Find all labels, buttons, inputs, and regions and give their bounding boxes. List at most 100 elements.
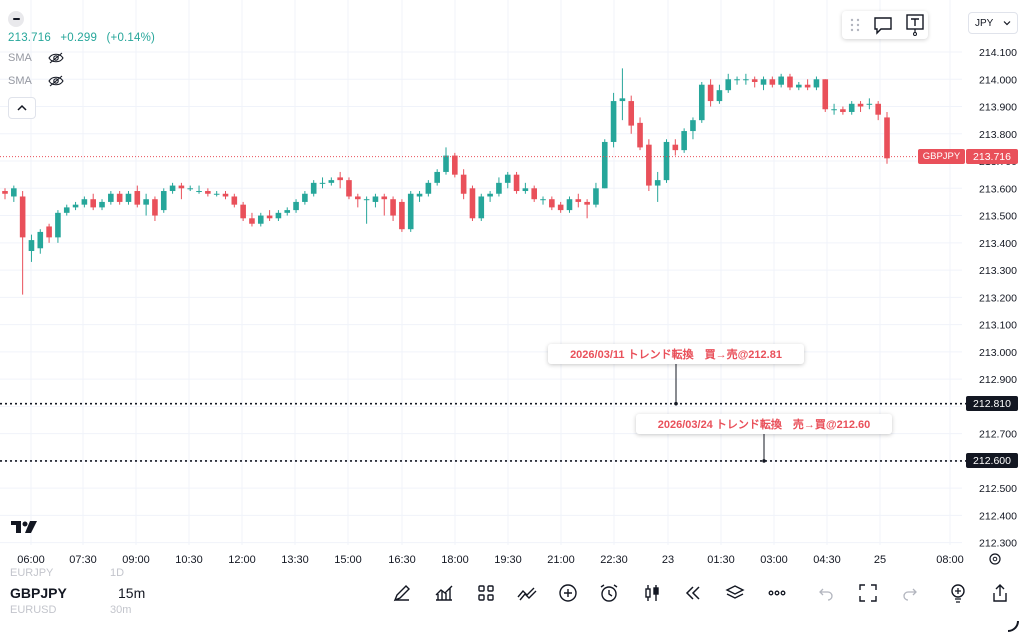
trend-note[interactable]: 2026/03/24 トレンド転換 売→買@212.60 (636, 414, 892, 434)
indicator-label: SMA (8, 75, 32, 87)
time-tick-label: 09:00 (122, 554, 150, 566)
time-tick-label: 23 (662, 554, 674, 566)
candle-body (610, 101, 617, 142)
axis-settings-icon (992, 556, 998, 562)
compare-icon[interactable] (516, 582, 538, 604)
replay-icon[interactable] (682, 582, 704, 604)
bottom-toolbar: EURJPY 1D GBPJPY 15m EURUSD 30m (0, 567, 1024, 637)
more-icon[interactable] (766, 582, 788, 604)
candle-body (293, 201, 299, 211)
pen-icon[interactable] (391, 582, 413, 604)
tradingview-logo (11, 521, 37, 533)
price-line-tag[interactable]: 212.600 (966, 453, 1018, 468)
alarm-icon[interactable] (598, 582, 620, 604)
price-tick-label: 213.500 (979, 211, 1017, 223)
time-tick-label: 01:30 (707, 554, 735, 566)
eye-off-icon[interactable] (48, 52, 64, 64)
indicator-row-1[interactable]: SMA (8, 52, 64, 64)
candle-body (672, 144, 679, 151)
candle-body (19, 196, 26, 238)
candle-body (840, 109, 846, 112)
quote-change-pct: (+0.14%) (106, 32, 156, 44)
time-tick-label: 12:00 (228, 554, 256, 566)
candle-body (875, 103, 881, 115)
price-axis[interactable]: 214.100214.000213.900213.800213.700213.6… (979, 47, 1017, 550)
candle-body (99, 201, 105, 208)
plus-circle-icon[interactable] (557, 582, 579, 604)
price-tick-label: 213.100 (979, 320, 1017, 332)
indicator-label: SMA (8, 52, 32, 64)
drag-handle-icon[interactable] (848, 16, 862, 34)
candle-body (425, 182, 432, 194)
candle-body (663, 141, 670, 181)
redo-icon[interactable] (899, 582, 921, 604)
quote-price: 213.716 (8, 32, 51, 44)
candle-body (760, 79, 767, 85)
candle-body (231, 196, 238, 205)
symbol-status-button[interactable] (8, 11, 24, 27)
price-tick-label: 212.900 (979, 374, 1017, 386)
collapse-legend-button[interactable] (8, 97, 36, 119)
resize-corner-icon[interactable] (1006, 619, 1020, 633)
eye-off-icon[interactable] (48, 75, 64, 87)
candle-body (187, 188, 194, 190)
indicators-icon[interactable] (433, 582, 455, 604)
trend-note[interactable]: 2026/03/11 トレンド転換 買→売@212.81 (548, 344, 804, 364)
time-tick-label: 10:30 (175, 554, 203, 566)
price-tick-label: 213.600 (979, 183, 1017, 195)
price-tick-label: 214.100 (979, 47, 1017, 59)
templates-icon[interactable] (475, 582, 497, 604)
price-tick-label: 212.700 (979, 429, 1017, 441)
symbol-list-item[interactable]: EURUSD 30m (10, 604, 140, 616)
comment-icon[interactable] (872, 14, 894, 36)
current-symbol[interactable]: GBPJPY 15m (10, 585, 150, 601)
candle-body (487, 193, 493, 197)
time-tick-label: 18:00 (441, 554, 469, 566)
candle-body (143, 199, 149, 205)
candle-body (249, 218, 255, 224)
candle-body (601, 141, 608, 189)
fullscreen-icon[interactable] (857, 582, 879, 604)
candle-body (257, 215, 264, 224)
candle-body (734, 79, 740, 81)
axis-settings-icon[interactable] (989, 553, 1001, 565)
candle-body (557, 204, 564, 211)
candle-body (575, 199, 582, 202)
price-chart[interactable]: 214.100214.000213.900213.800213.700213.6… (0, 0, 1024, 570)
bulb-icon[interactable] (947, 582, 969, 604)
candle-body (416, 193, 423, 197)
layers-icon[interactable] (724, 582, 746, 604)
indicator-row-2[interactable]: SMA (8, 75, 64, 87)
candle-body (619, 98, 626, 102)
time-tick-label: 19:30 (494, 554, 522, 566)
symbol-list-item[interactable]: EURJPY 1D (10, 567, 140, 579)
candle-body (866, 103, 873, 105)
text-note-icon[interactable] (904, 13, 926, 37)
time-tick-label: 22:30 (600, 554, 628, 566)
time-tick-label: 08:00 (936, 554, 964, 566)
candle-body (125, 193, 132, 202)
candle-body (522, 188, 529, 192)
undo-icon[interactable] (815, 582, 837, 604)
candle-body (275, 212, 282, 219)
candle-body (240, 204, 246, 219)
candle-body (178, 185, 185, 189)
candle-body (134, 191, 141, 205)
time-axis[interactable]: 06:00 07:30 09:00 10:30 12:00 13:30 15:00 16:30… (17, 553, 1001, 566)
candle-body (108, 193, 114, 202)
candle-body (804, 84, 811, 88)
time-tick-label: 16:30 (388, 554, 416, 566)
symbol-price-tag: GBPJPY (918, 149, 965, 164)
symbol-name: EURJPY (10, 567, 54, 579)
candle-body (531, 188, 537, 200)
candle-body (28, 240, 35, 251)
candle-body (37, 231, 44, 249)
candle-body (213, 193, 220, 195)
candle-body (751, 79, 758, 82)
currency-select[interactable]: JPY (968, 12, 1018, 34)
share-icon[interactable] (989, 582, 1011, 604)
candles-icon[interactable] (641, 582, 663, 604)
symbol-interval: 15m (118, 585, 146, 601)
price-line-tag[interactable]: 212.810 (966, 396, 1018, 411)
candle-body (152, 199, 158, 216)
